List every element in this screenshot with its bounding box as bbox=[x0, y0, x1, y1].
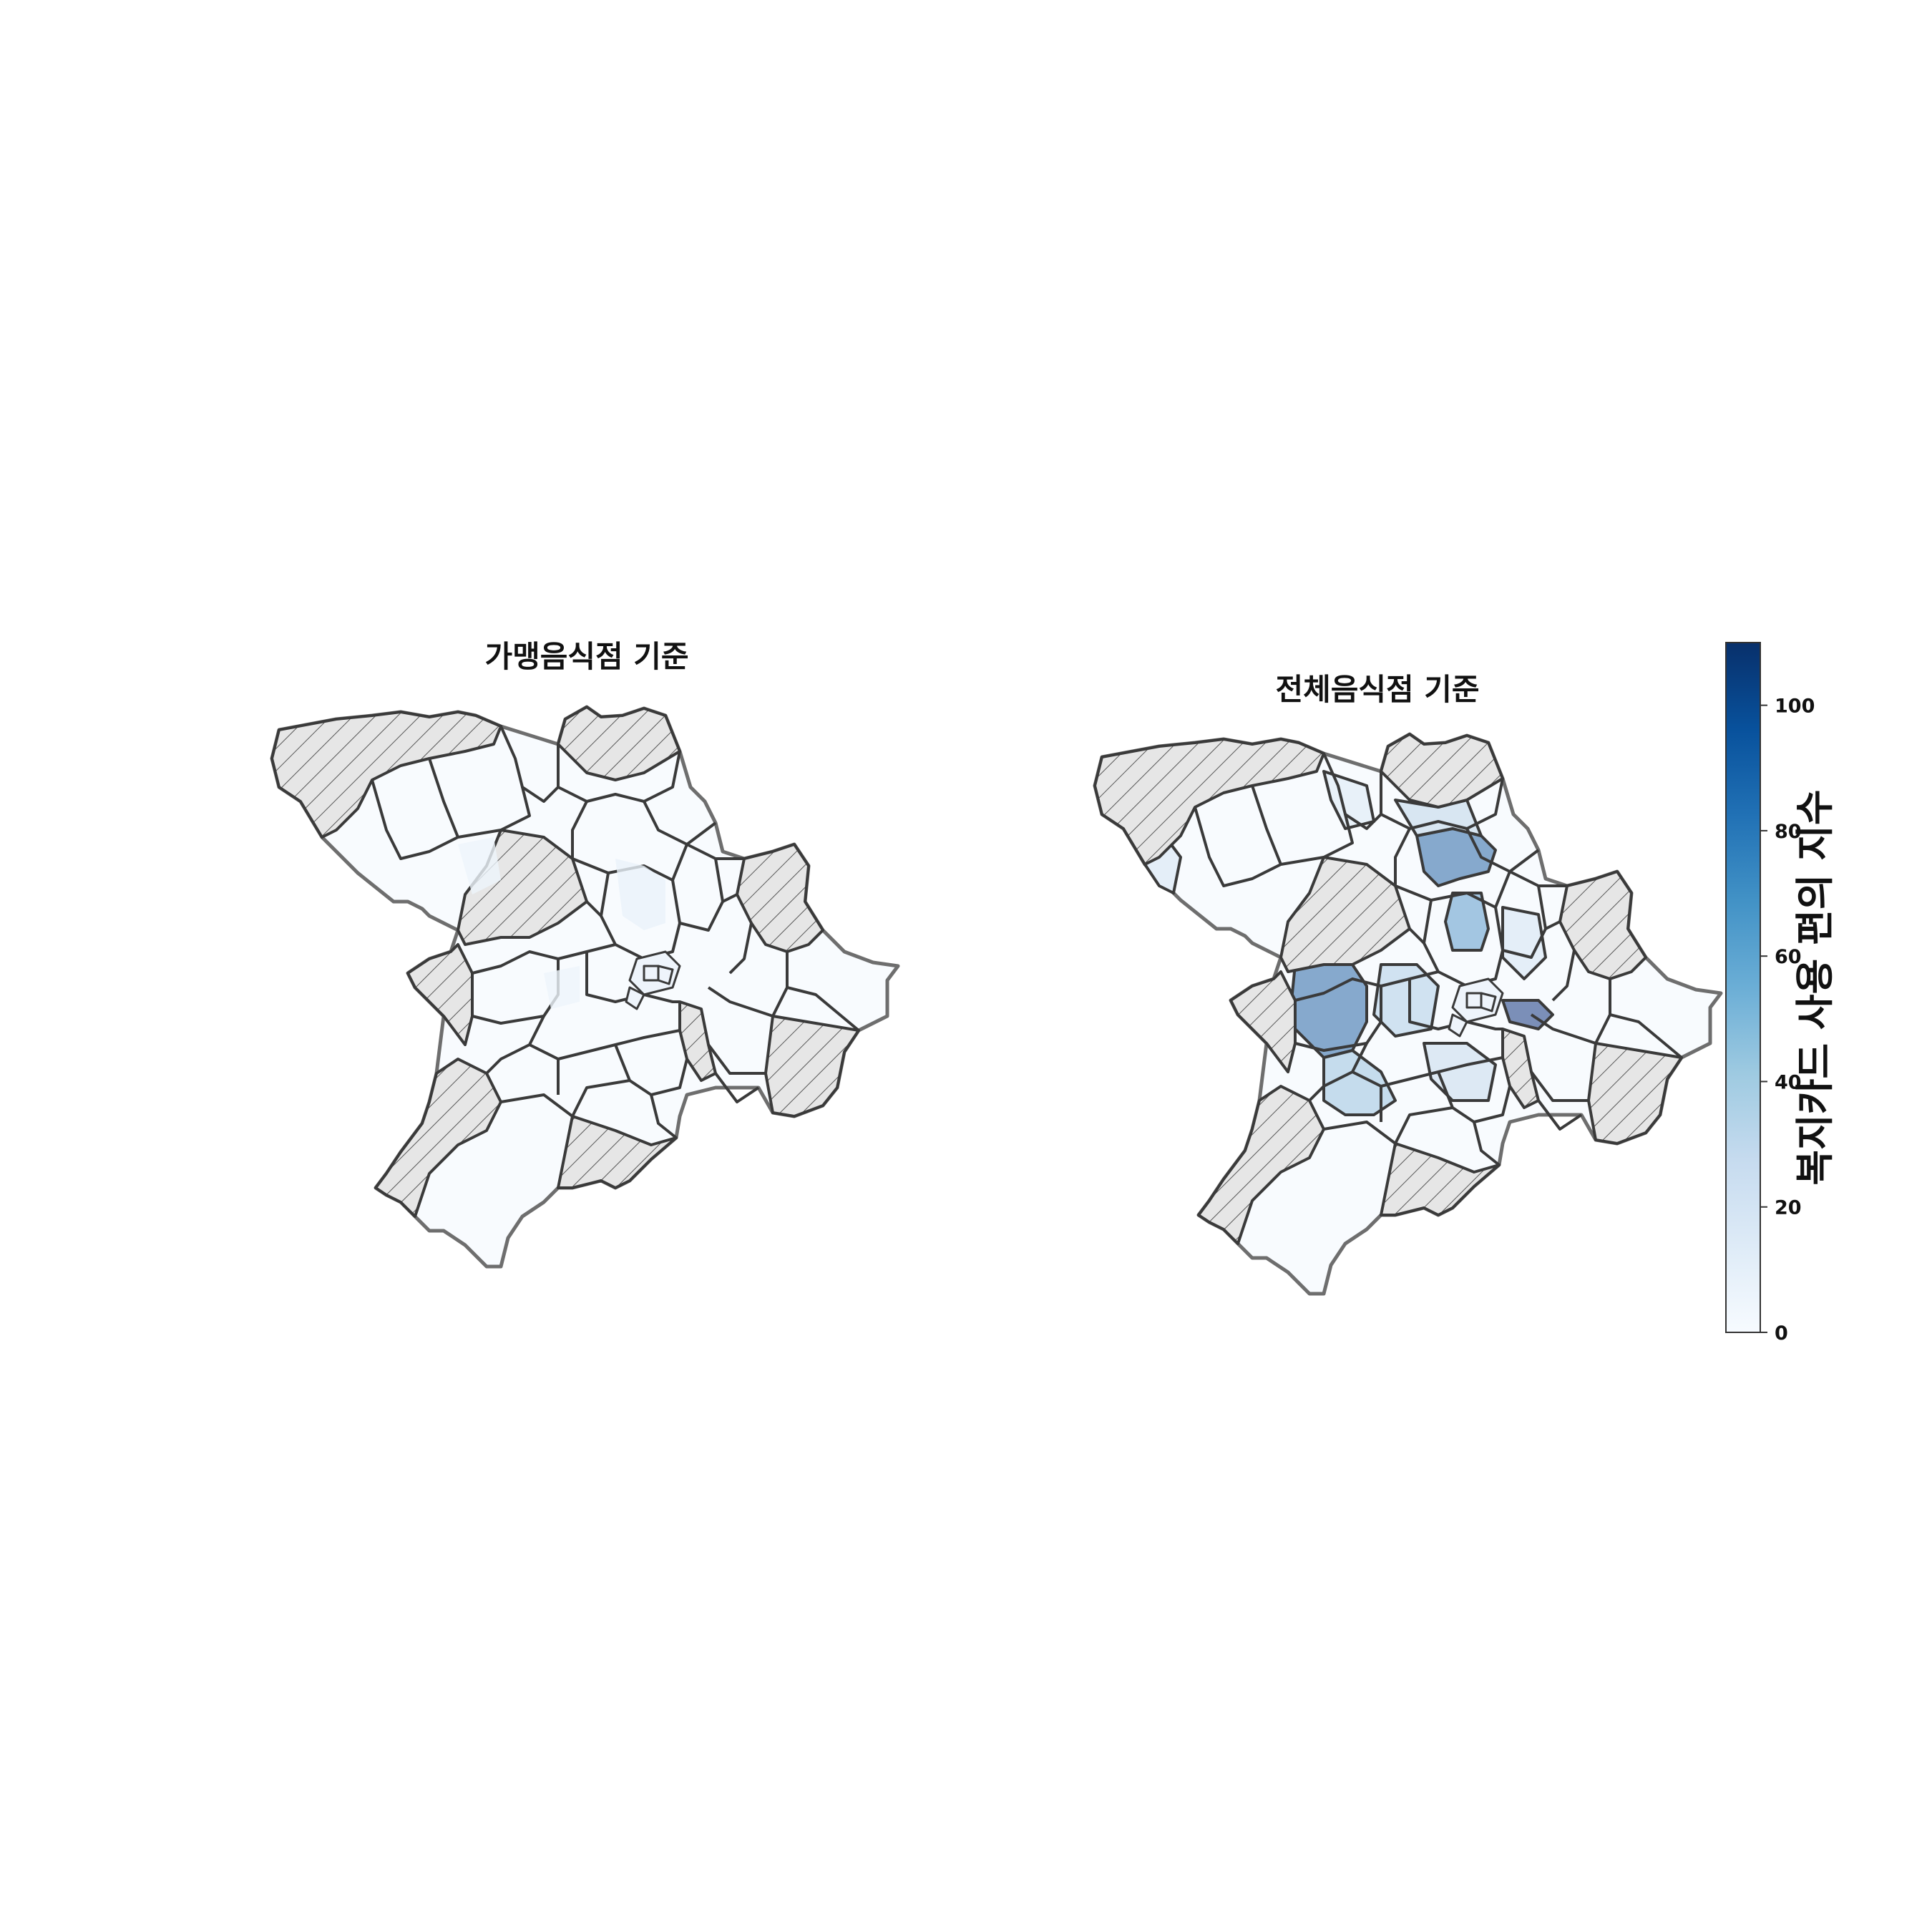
colorbar-tick-label: 40 bbox=[1775, 1071, 1802, 1093]
right-nodata-center bbox=[1279, 856, 1411, 973]
left-nodata-n1 bbox=[557, 706, 681, 781]
left-map bbox=[270, 705, 900, 1269]
left-nodata-s2 bbox=[557, 1115, 678, 1189]
right-nodata-sw bbox=[1197, 1085, 1325, 1245]
right-nodata-se bbox=[1587, 1042, 1683, 1145]
right-district-light-se bbox=[1423, 1042, 1497, 1102]
left-nodata-east bbox=[736, 843, 824, 953]
right-map-title: 전체음식점 기준 bbox=[1275, 672, 1480, 707]
left-nodata-nw bbox=[270, 711, 502, 839]
right-district-mid-center bbox=[1444, 892, 1490, 952]
left-downtown bbox=[625, 950, 681, 1010]
right-district-mid-south bbox=[1322, 1049, 1397, 1116]
left-nodata-s1 bbox=[678, 1000, 717, 1082]
right-downtown bbox=[1448, 977, 1504, 1038]
colorbar-tick-label: 20 bbox=[1775, 1197, 1802, 1219]
left-nodata-sw bbox=[374, 1058, 502, 1218]
right-nodata-n1 bbox=[1380, 733, 1504, 809]
colorbar: 0 20 40 60 80 100 복지카드 사용 편의 지수 bbox=[1725, 642, 1838, 1345]
colorbar-tick-label: 100 bbox=[1775, 696, 1815, 718]
right-nodata-s2 bbox=[1380, 1142, 1501, 1216]
left-map-title: 가맹음식점 기준 bbox=[484, 639, 689, 674]
right-nodata-east bbox=[1558, 870, 1647, 980]
colorbar-tick-label: 0 bbox=[1775, 1322, 1788, 1345]
colorbar-ticks: 0 20 40 60 80 100 bbox=[1760, 696, 1815, 1345]
colorbar-tick-label: 60 bbox=[1775, 946, 1802, 968]
colorbar-label: 복지카드 사용 편의 지수 bbox=[1792, 789, 1838, 1185]
colorbar-gradient bbox=[1725, 642, 1761, 1333]
right-nodata-s1 bbox=[1501, 1028, 1540, 1109]
left-nodata-se bbox=[764, 1015, 860, 1118]
right-map bbox=[1093, 732, 1723, 1296]
right-nodata-nw bbox=[1093, 738, 1325, 866]
right-nodata-west bbox=[1229, 970, 1297, 1073]
colorbar-tick-label: 80 bbox=[1775, 821, 1802, 843]
left-nodata-west bbox=[406, 943, 474, 1046]
